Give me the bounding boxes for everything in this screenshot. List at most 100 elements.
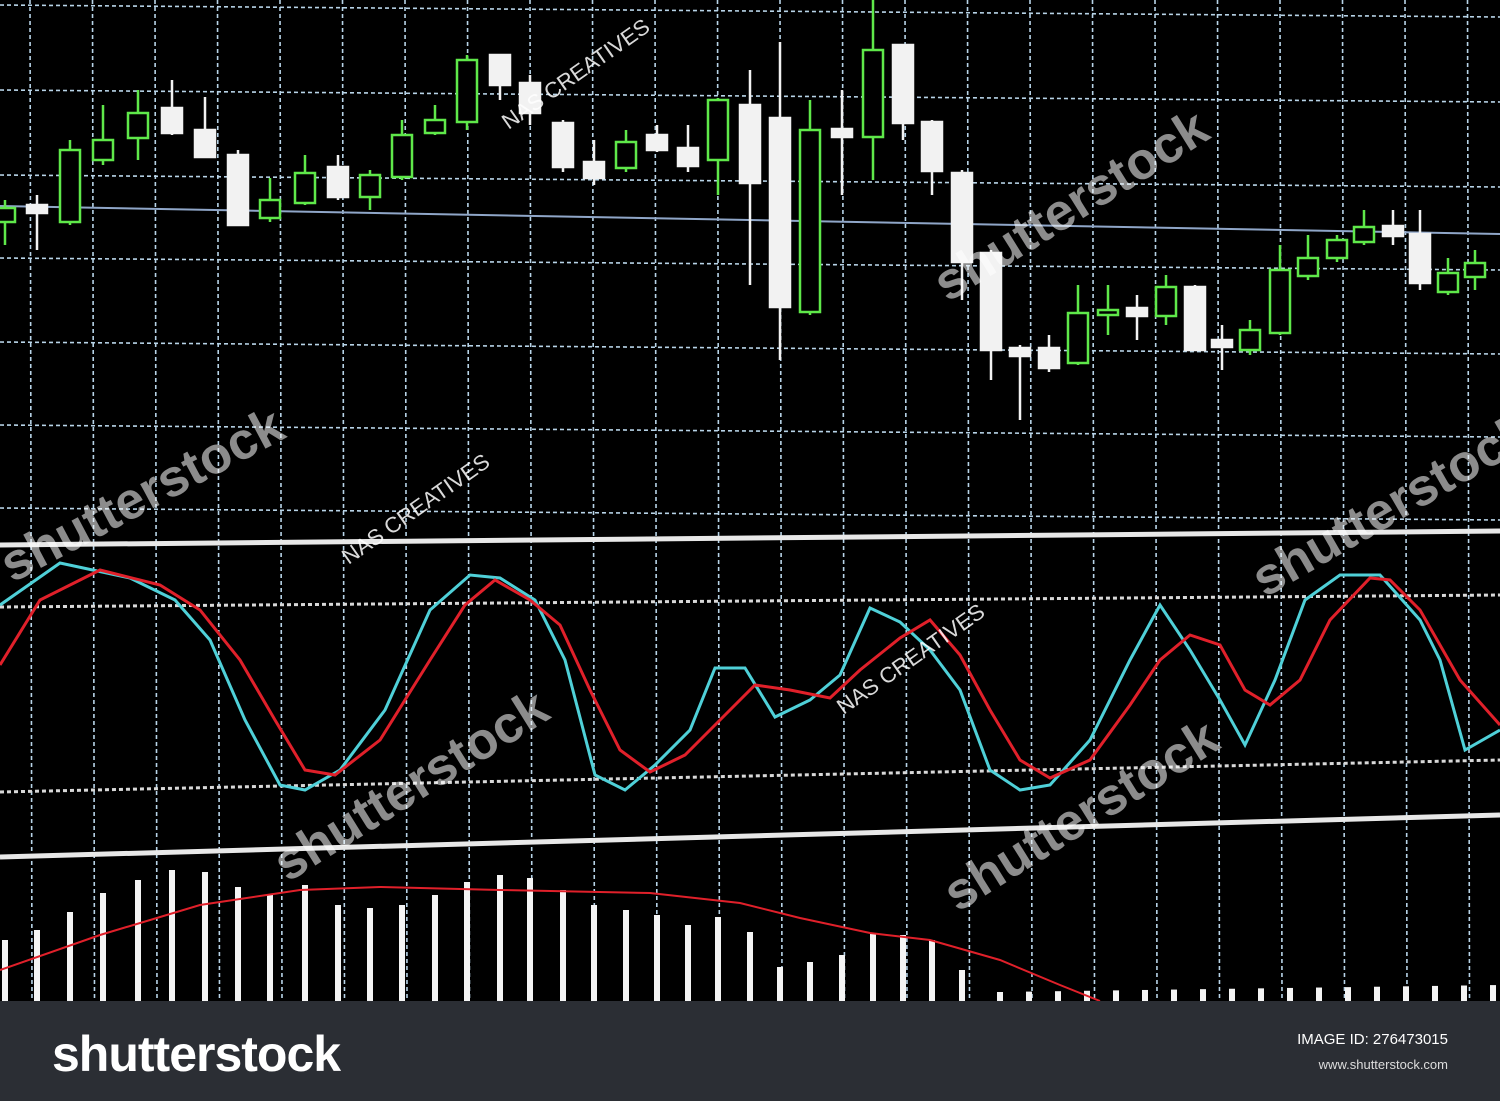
candle-body (979, 251, 1003, 352)
candle-body (390, 133, 414, 179)
candle-body (706, 98, 730, 162)
candle-body (1352, 225, 1376, 244)
candle-body (1154, 285, 1178, 318)
grid-line (29, 0, 33, 1001)
histogram-bar (654, 915, 660, 1001)
image-id: IMAGE ID: 276473015 (1297, 1031, 1448, 1048)
histogram-bar (685, 925, 691, 1001)
candle-body (551, 121, 575, 169)
grid-line (1154, 0, 1158, 1001)
candle-body (1436, 271, 1460, 294)
candle-body (920, 120, 944, 173)
candle-body (676, 146, 700, 168)
footer: shutterstock IMAGE ID: 276473015 www.shu… (0, 1001, 1500, 1101)
candle-body (1210, 338, 1234, 349)
candle-body (488, 53, 512, 87)
logo: shutterstock (52, 1026, 341, 1082)
candle-body (58, 148, 82, 224)
histogram-bar (527, 878, 533, 1001)
candle-body (1463, 261, 1487, 279)
histogram-bar (959, 970, 965, 1001)
histogram-bar (1287, 987, 1293, 1001)
grid-line (1216, 0, 1221, 1001)
candle-body (1296, 256, 1320, 278)
grid-line (1341, 0, 1346, 1001)
panel-divider (0, 528, 1500, 548)
histogram-bar (715, 917, 721, 1001)
histogram-bar (367, 908, 373, 1001)
histogram-bar (591, 905, 597, 1001)
histogram-bar (1432, 985, 1438, 1001)
histogram-bar (34, 930, 40, 1001)
grid-line (1466, 0, 1471, 1001)
grid-line (529, 0, 533, 1001)
histogram-bar (1316, 987, 1322, 1001)
histogram-bar (1374, 986, 1380, 1001)
histogram-bar (807, 962, 813, 1001)
histogram-bar (302, 885, 308, 1001)
grid-line (904, 0, 908, 1001)
candle-body (258, 198, 282, 220)
histogram-bar (900, 935, 906, 1001)
candle-body (293, 171, 317, 205)
grid-line (0, 507, 1500, 521)
grid-line (0, 758, 1500, 794)
histogram-bar (1200, 989, 1206, 1001)
grid-line (966, 0, 971, 1001)
histogram-bar (997, 992, 1003, 1001)
candle-body (645, 133, 669, 152)
signal-line (0, 885, 1101, 1001)
grid-line (216, 0, 221, 1001)
grid-line (0, 424, 1500, 438)
grid-line (0, 593, 1500, 609)
candle-body (1268, 268, 1292, 335)
histogram-bar (135, 880, 141, 1001)
grid-line (0, 341, 1500, 355)
histogram-bar (202, 872, 208, 1001)
candle-body (1037, 346, 1061, 370)
grid-line (654, 0, 658, 1001)
histogram-bar (560, 890, 566, 1001)
histogram-bar (267, 895, 273, 1001)
candle-body (798, 128, 822, 314)
grid-line (341, 0, 346, 1001)
candle-body (950, 171, 974, 264)
candle-body (1096, 308, 1120, 317)
histogram-bar (464, 882, 470, 1001)
histogram-bar (399, 905, 405, 1001)
candle-body (830, 127, 854, 139)
candles (0, 0, 1487, 420)
stochastic-signal (0, 568, 1500, 780)
candle-body (861, 48, 885, 139)
candle-body (25, 203, 49, 215)
candle-body (1325, 238, 1349, 260)
candle-body (1381, 224, 1405, 238)
histogram-bar (1142, 989, 1148, 1001)
candle-body (1238, 328, 1262, 352)
histogram-bar (623, 910, 629, 1001)
candle-body (160, 106, 184, 135)
candle-body (326, 165, 350, 199)
grid-line (1404, 0, 1408, 1001)
candle-body (738, 103, 762, 185)
candle-body (614, 140, 638, 170)
histogram-bar (1026, 991, 1032, 1001)
histogram-bar (870, 933, 876, 1001)
candle-body (1408, 232, 1432, 285)
candle-body (193, 128, 217, 159)
histogram-bar (497, 875, 503, 1001)
site-url: www.shutterstock.com (1318, 1057, 1448, 1072)
histogram-bar (1461, 985, 1467, 1001)
histogram-bar (100, 893, 106, 1001)
grid-line (0, 4, 1500, 18)
histogram-bar (929, 940, 935, 1001)
histogram-bar (335, 905, 341, 1001)
grid-line (154, 0, 158, 1001)
histogram-bar (747, 932, 753, 1001)
candle-body (0, 206, 17, 224)
histogram-bar (777, 967, 783, 1001)
candle-body (891, 43, 915, 125)
grid-line (1029, 0, 1033, 1001)
